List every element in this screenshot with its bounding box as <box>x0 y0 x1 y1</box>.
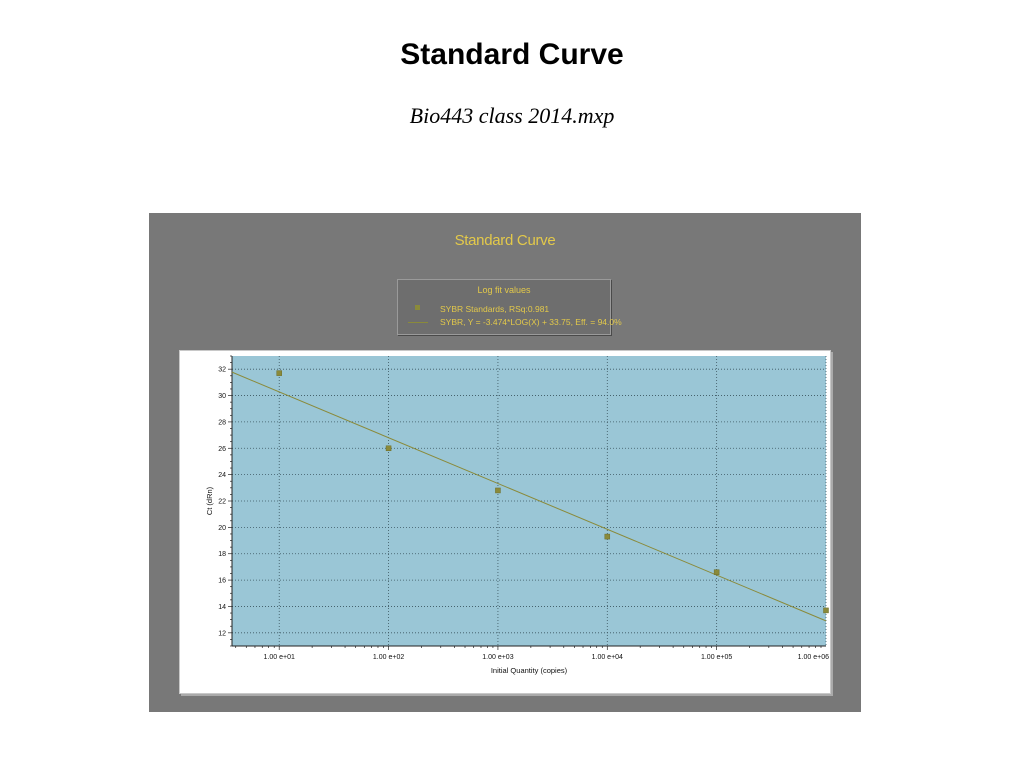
page-title: Standard Curve <box>400 38 624 71</box>
y-tick-label: 18 <box>218 551 226 558</box>
legend-entry-label: SYBR, Y = -3.474*LOG(X) + 33.75, Eff. = … <box>440 317 622 327</box>
data-point <box>495 487 501 494</box>
chart-screenshot: Standard Curve Log fit values SYBR Stand… <box>149 213 861 712</box>
x-tick-label: 1.00 e+05 <box>701 654 732 661</box>
y-tick-label: 24 <box>218 472 226 479</box>
data-point <box>713 569 720 575</box>
x-axis-label: Initial Quantity (copies) <box>491 666 568 675</box>
chart-plot: 12 14 16 18 20 22 24 26 28 30 32 1.00 e+01 1.00 e+02… <box>205 355 829 675</box>
legend-title: Log fit values <box>477 285 531 295</box>
y-tick-label: 28 <box>218 419 226 426</box>
data-point <box>604 533 611 540</box>
chart-title: Standard Curve <box>454 232 556 249</box>
legend-marker-icon <box>415 305 420 310</box>
y-tick-label: 22 <box>218 499 226 506</box>
y-tick-label: 16 <box>218 578 226 585</box>
data-point <box>276 370 282 376</box>
x-tick-label: 1.00 e+03 <box>482 654 513 661</box>
x-tick-label: 1.00 e+06 <box>798 654 829 661</box>
legend-entry-label: SYBR Standards, RSq:0.981 <box>440 304 550 314</box>
y-tick-label: 14 <box>218 604 226 611</box>
x-tick-label: 1.00 e+04 <box>592 654 623 661</box>
x-tick-label: 1.00 e+01 <box>264 654 295 661</box>
data-point <box>385 445 392 452</box>
legend: Log fit values SYBR Standards, RSq:0.981… <box>397 279 622 335</box>
y-tick-label: 32 <box>218 367 226 374</box>
y-axis-label: Ct (dRn) <box>205 486 214 515</box>
y-tick-label: 12 <box>218 630 226 637</box>
plot-frame: 12 14 16 18 20 22 24 26 28 30 32 1.00 e+01 1.00 e+02… <box>179 350 831 694</box>
fit-line <box>231 371 827 622</box>
data-point <box>823 607 829 614</box>
legend-line-icon <box>408 322 428 323</box>
y-tick-label: 30 <box>218 393 226 400</box>
y-tick-label: 20 <box>218 525 226 532</box>
x-tick-label: 1.00 e+02 <box>373 654 404 661</box>
page-subtitle: Bio443 class 2014.mxp <box>409 103 615 128</box>
y-tick-label: 26 <box>218 446 226 453</box>
